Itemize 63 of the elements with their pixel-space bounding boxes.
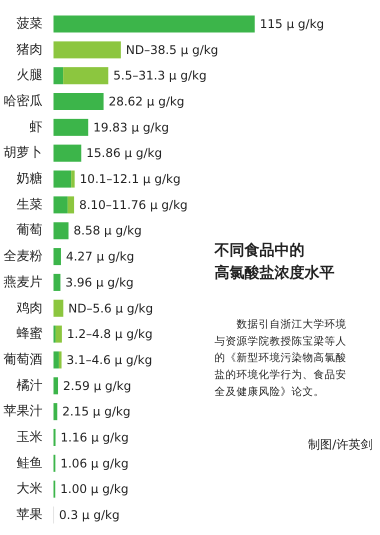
y-tick-label: 苹果汁 [4,404,42,420]
bar [54,300,64,317]
y-tick-label: 鸡肉 [16,300,42,316]
bar [54,377,58,394]
y-tick-label: 大米 [16,482,42,497]
bar [58,351,62,368]
data-label: 3.1–4.6 μ g/kg [66,352,152,367]
data-label: 1.06 μ g/kg [60,456,129,470]
bar [54,351,59,368]
bar [54,15,255,33]
bar [54,403,58,420]
data-label: 0.3 μ g/kg [59,508,120,522]
bar [71,170,75,188]
data-label: 28.62 μ g/kg [108,94,184,109]
data-label: 15.86 μ g/kg [86,146,162,160]
y-tick-label: 苹果 [16,507,42,522]
y-tick-label: 橘汁 [16,378,42,394]
bar [56,326,62,343]
data-label: 4.27 μ g/kg [66,250,134,264]
bar [54,170,72,188]
bar [54,118,88,136]
data-label: 8.10–11.76 μ g/kg [79,198,188,212]
bar [54,144,82,162]
bar [54,274,60,291]
bar [54,41,121,58]
y-tick-label: 虾 [30,120,42,135]
text: 制图/许英剑 [308,437,372,452]
data-label: 8.58 μ g/kg [74,224,142,238]
bar [68,196,74,214]
y-tick-label: 全麦粉 [4,249,42,264]
bar [63,67,108,84]
y-tick-label: 菠菜 [16,16,42,32]
bar [54,67,64,84]
y-tick-label: 火腿 [16,68,42,84]
y-tick-label: 葡萄酒 [4,352,42,368]
data-label: 1.00 μ g/kg [60,482,128,496]
y-tick-label: 猪肉 [16,42,42,58]
data-label: 3.96 μ g/kg [65,275,134,290]
data-label: 5.5–31.3 μ g/kg [113,68,207,83]
y-tick-label: 蜂蜜 [16,326,42,342]
text: 不同食品中的高氯酸盐浓度水平 [214,241,334,282]
y-tick-label: 玉米 [16,430,42,445]
data-label: 2.15 μ g/kg [62,404,130,419]
bar [54,248,61,266]
annotation: 数据引自浙江大学环境与资源学院教授陈宝梁等人的《新型环境污染物高氯酸盐的环境化学行为、食品安全及健康风险》论文。 [214,318,346,398]
data-label: 1.16 μ g/kg [60,430,129,444]
y-tick-label: 生菜 [16,197,42,212]
y-tick-label: 哈密瓜 [4,94,42,110]
data-label: ND–5.6 μ g/kg [68,301,154,316]
bar [54,93,104,110]
data-label: 2.59 μ g/kg [63,378,132,393]
y-tick-label: 葡萄 [16,223,42,238]
data-label: 10.1–12.1 μ g/kg [80,172,181,186]
y-tick-label: 燕麦片 [4,274,42,290]
bar [54,222,69,240]
y-tick-label: 胡萝卜 [4,146,42,161]
y-tick-label: 奶糖 [16,172,42,187]
data-label: 115 μ g/kg [260,17,324,32]
data-label: 19.83 μ g/kg [93,120,170,134]
bar [54,196,68,214]
data-label: 1.2–4.8 μ g/kg [66,327,153,342]
data-label: ND–38.5 μ g/kg [126,42,218,57]
y-tick-label: 鲑鱼 [16,456,42,471]
